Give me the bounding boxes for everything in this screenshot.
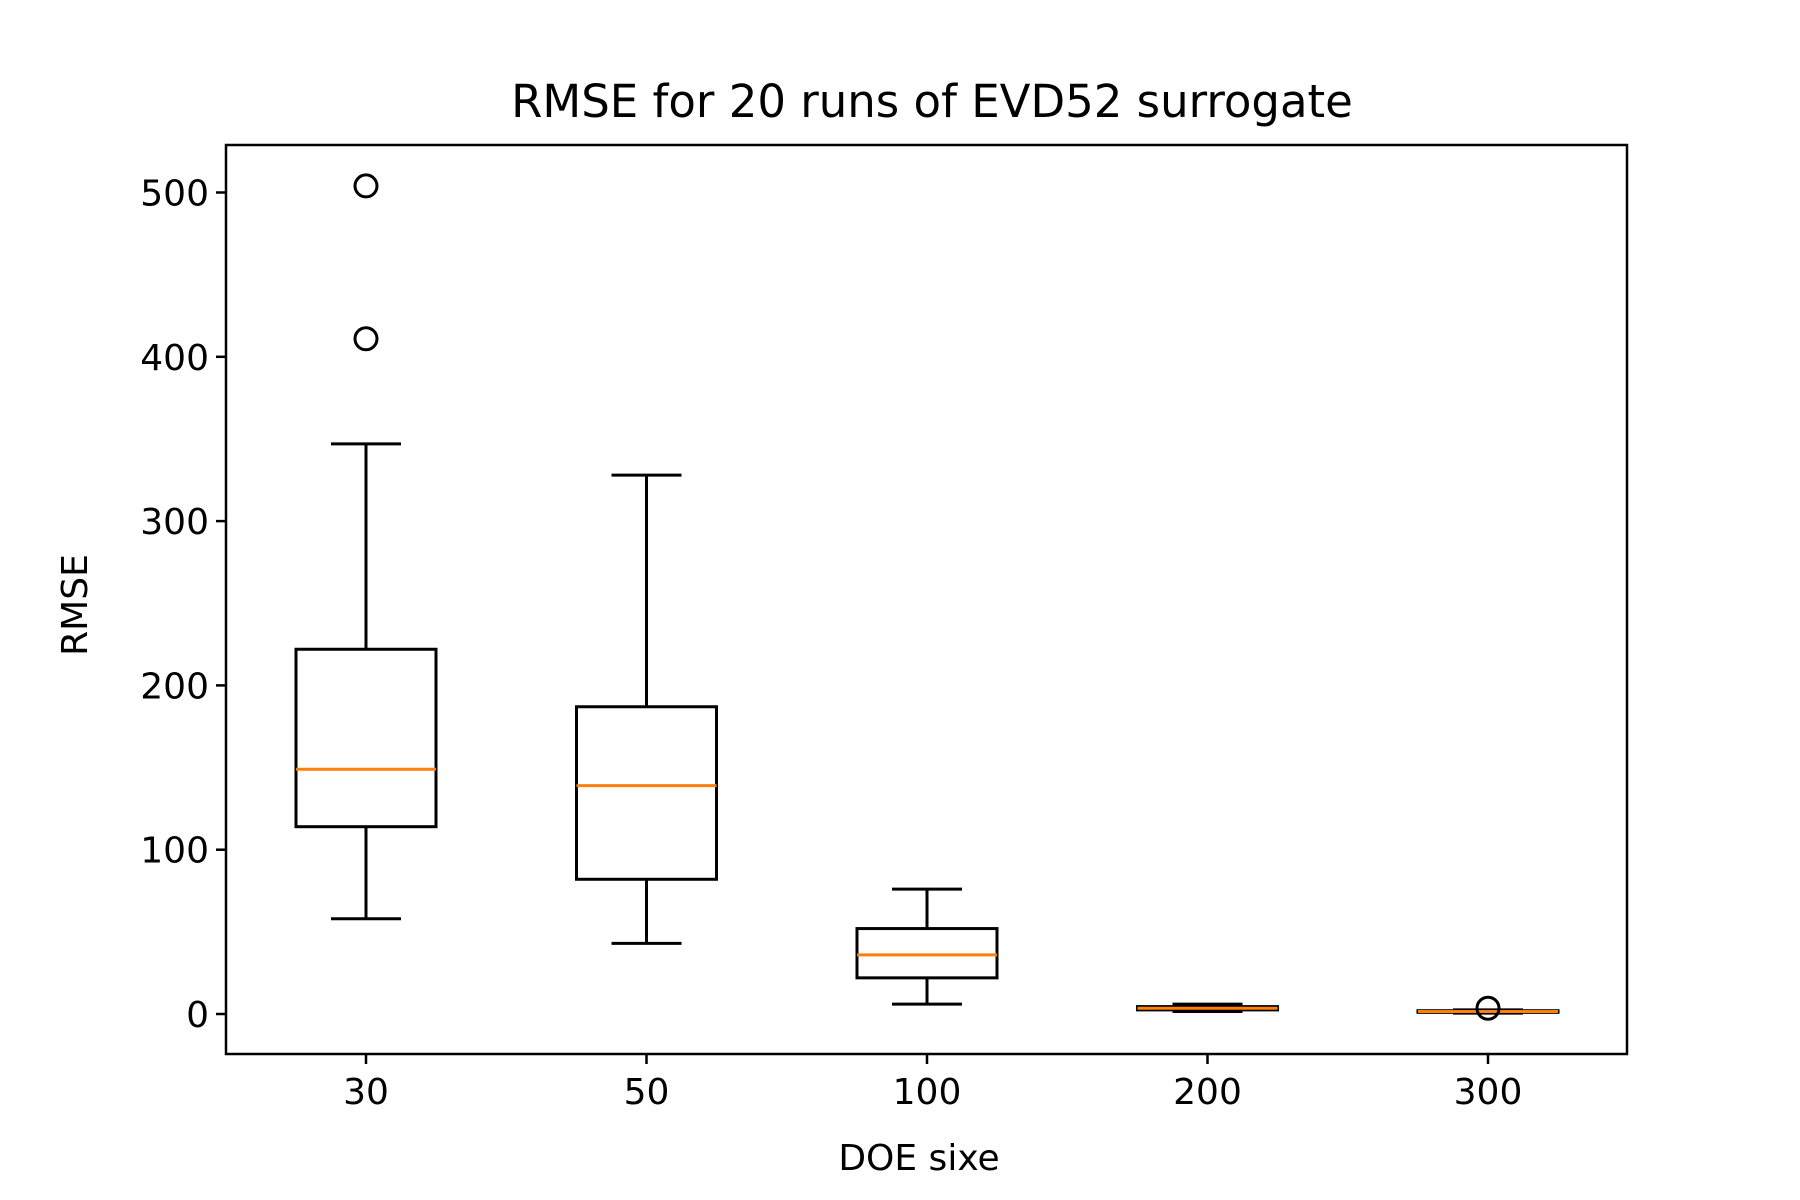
x-tick-label: 100: [893, 1072, 962, 1113]
box-group-30: [294, 173, 438, 921]
box-group-50: [575, 473, 718, 945]
plot-area: [294, 173, 1560, 1021]
box-group-200: [1136, 1002, 1279, 1014]
axis-ticks: 30 50 100 200 300 0 100 200 300 400 500: [140, 174, 1522, 1114]
x-axis-label: DOE sixe: [838, 1138, 999, 1179]
x-tick-label: 50: [624, 1072, 670, 1113]
x-tick-label: 300: [1454, 1072, 1523, 1113]
y-axis-label: RMSE: [55, 554, 96, 656]
iqr-box: [575, 705, 718, 881]
y-tick-label: 500: [140, 174, 209, 215]
outlier-point: [1475, 995, 1501, 1021]
outlier-point: [353, 173, 379, 199]
iqr-box: [855, 927, 999, 980]
y-tick-label: 300: [140, 502, 209, 543]
box-group-100: [855, 887, 999, 1006]
box-group-300: [1416, 995, 1560, 1021]
y-tick-label: 200: [140, 666, 209, 707]
y-tick-label: 400: [140, 338, 209, 379]
iqr-box: [294, 647, 438, 829]
y-tick-label: 0: [186, 995, 209, 1036]
x-tick-label: 30: [343, 1072, 389, 1113]
x-tick-label: 200: [1173, 1072, 1242, 1113]
outlier-point: [353, 326, 379, 352]
chart-title: RMSE for 20 runs of EVD52 surrogate: [511, 75, 1353, 128]
y-tick-label: 100: [140, 831, 209, 872]
